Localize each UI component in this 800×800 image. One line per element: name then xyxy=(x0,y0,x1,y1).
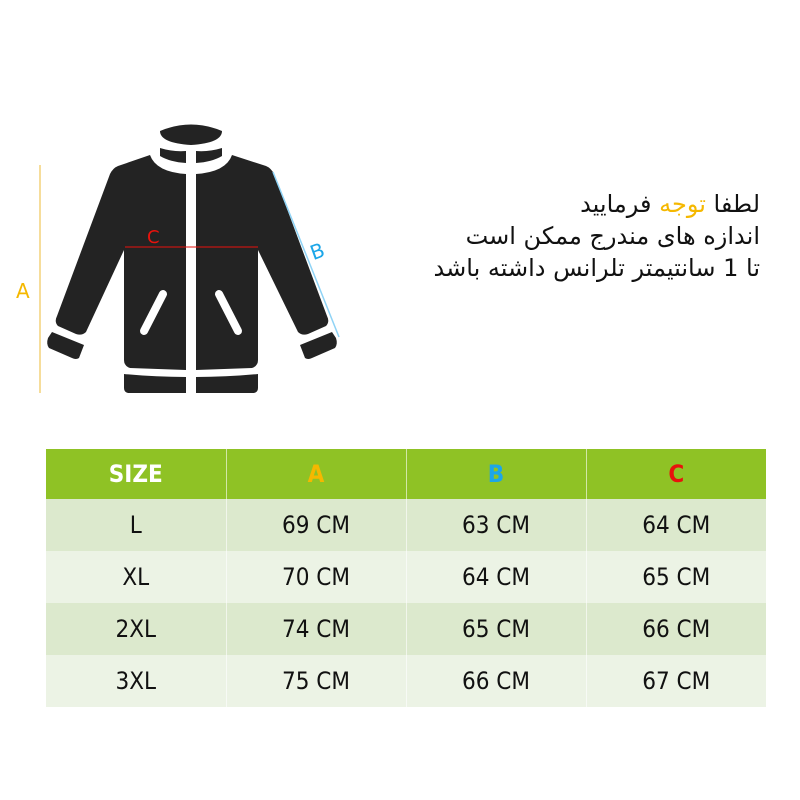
cell-b: 64 CM xyxy=(405,551,586,603)
cell-b: 63 CM xyxy=(405,499,586,551)
measure-line-b xyxy=(272,171,340,338)
note-line-1: لطفا توجه فرمایید xyxy=(360,188,760,220)
size-table: SIZE A B C L 69 CM 63 CM 64 CM XL 70 CM … xyxy=(46,449,766,707)
header-a: A xyxy=(225,449,406,499)
table-row: L 69 CM 63 CM 64 CM xyxy=(46,499,766,551)
cell-a: 69 CM xyxy=(225,499,406,551)
cell-size: 2XL xyxy=(46,603,226,655)
pocket-icon xyxy=(140,290,242,335)
jacket-icon xyxy=(47,124,337,393)
note-line-3: تا 1 سانتیمتر تلرانس داشته باشد xyxy=(433,254,760,282)
header-c: C xyxy=(585,449,766,499)
table-row: 2XL 74 CM 65 CM 66 CM xyxy=(46,603,766,655)
label-b: B xyxy=(307,238,328,265)
cell-a: 75 CM xyxy=(225,655,406,707)
label-a: A xyxy=(16,279,30,303)
label-c: C xyxy=(147,227,160,248)
table-row: 3XL 75 CM 66 CM 67 CM xyxy=(46,655,766,707)
table-row: XL 70 CM 64 CM 65 CM xyxy=(46,551,766,603)
cell-c: 67 CM xyxy=(585,655,766,707)
cell-a: 70 CM xyxy=(225,551,406,603)
jacket-diagram: A B C xyxy=(16,124,340,393)
cell-a: 74 CM xyxy=(225,603,406,655)
note-word: لطفا xyxy=(713,190,760,218)
cell-c: 65 CM xyxy=(585,551,766,603)
cell-b: 65 CM xyxy=(405,603,586,655)
cell-c: 66 CM xyxy=(585,603,766,655)
tolerance-note: لطفا توجه فرمایید اندازه های مندرج ممکن … xyxy=(360,188,760,284)
cell-size: 3XL xyxy=(46,655,226,707)
table-header: SIZE A B C xyxy=(46,449,766,499)
header-b: B xyxy=(405,449,586,499)
cell-size: XL xyxy=(46,551,226,603)
note-line-2: اندازه های مندرج ممکن است xyxy=(465,222,760,250)
cell-c: 64 CM xyxy=(585,499,766,551)
header-size: SIZE xyxy=(46,449,226,499)
cell-size: L xyxy=(46,499,226,551)
note-highlight: توجه xyxy=(659,190,706,218)
cell-b: 66 CM xyxy=(405,655,586,707)
note-word: فرمایید xyxy=(580,190,652,218)
